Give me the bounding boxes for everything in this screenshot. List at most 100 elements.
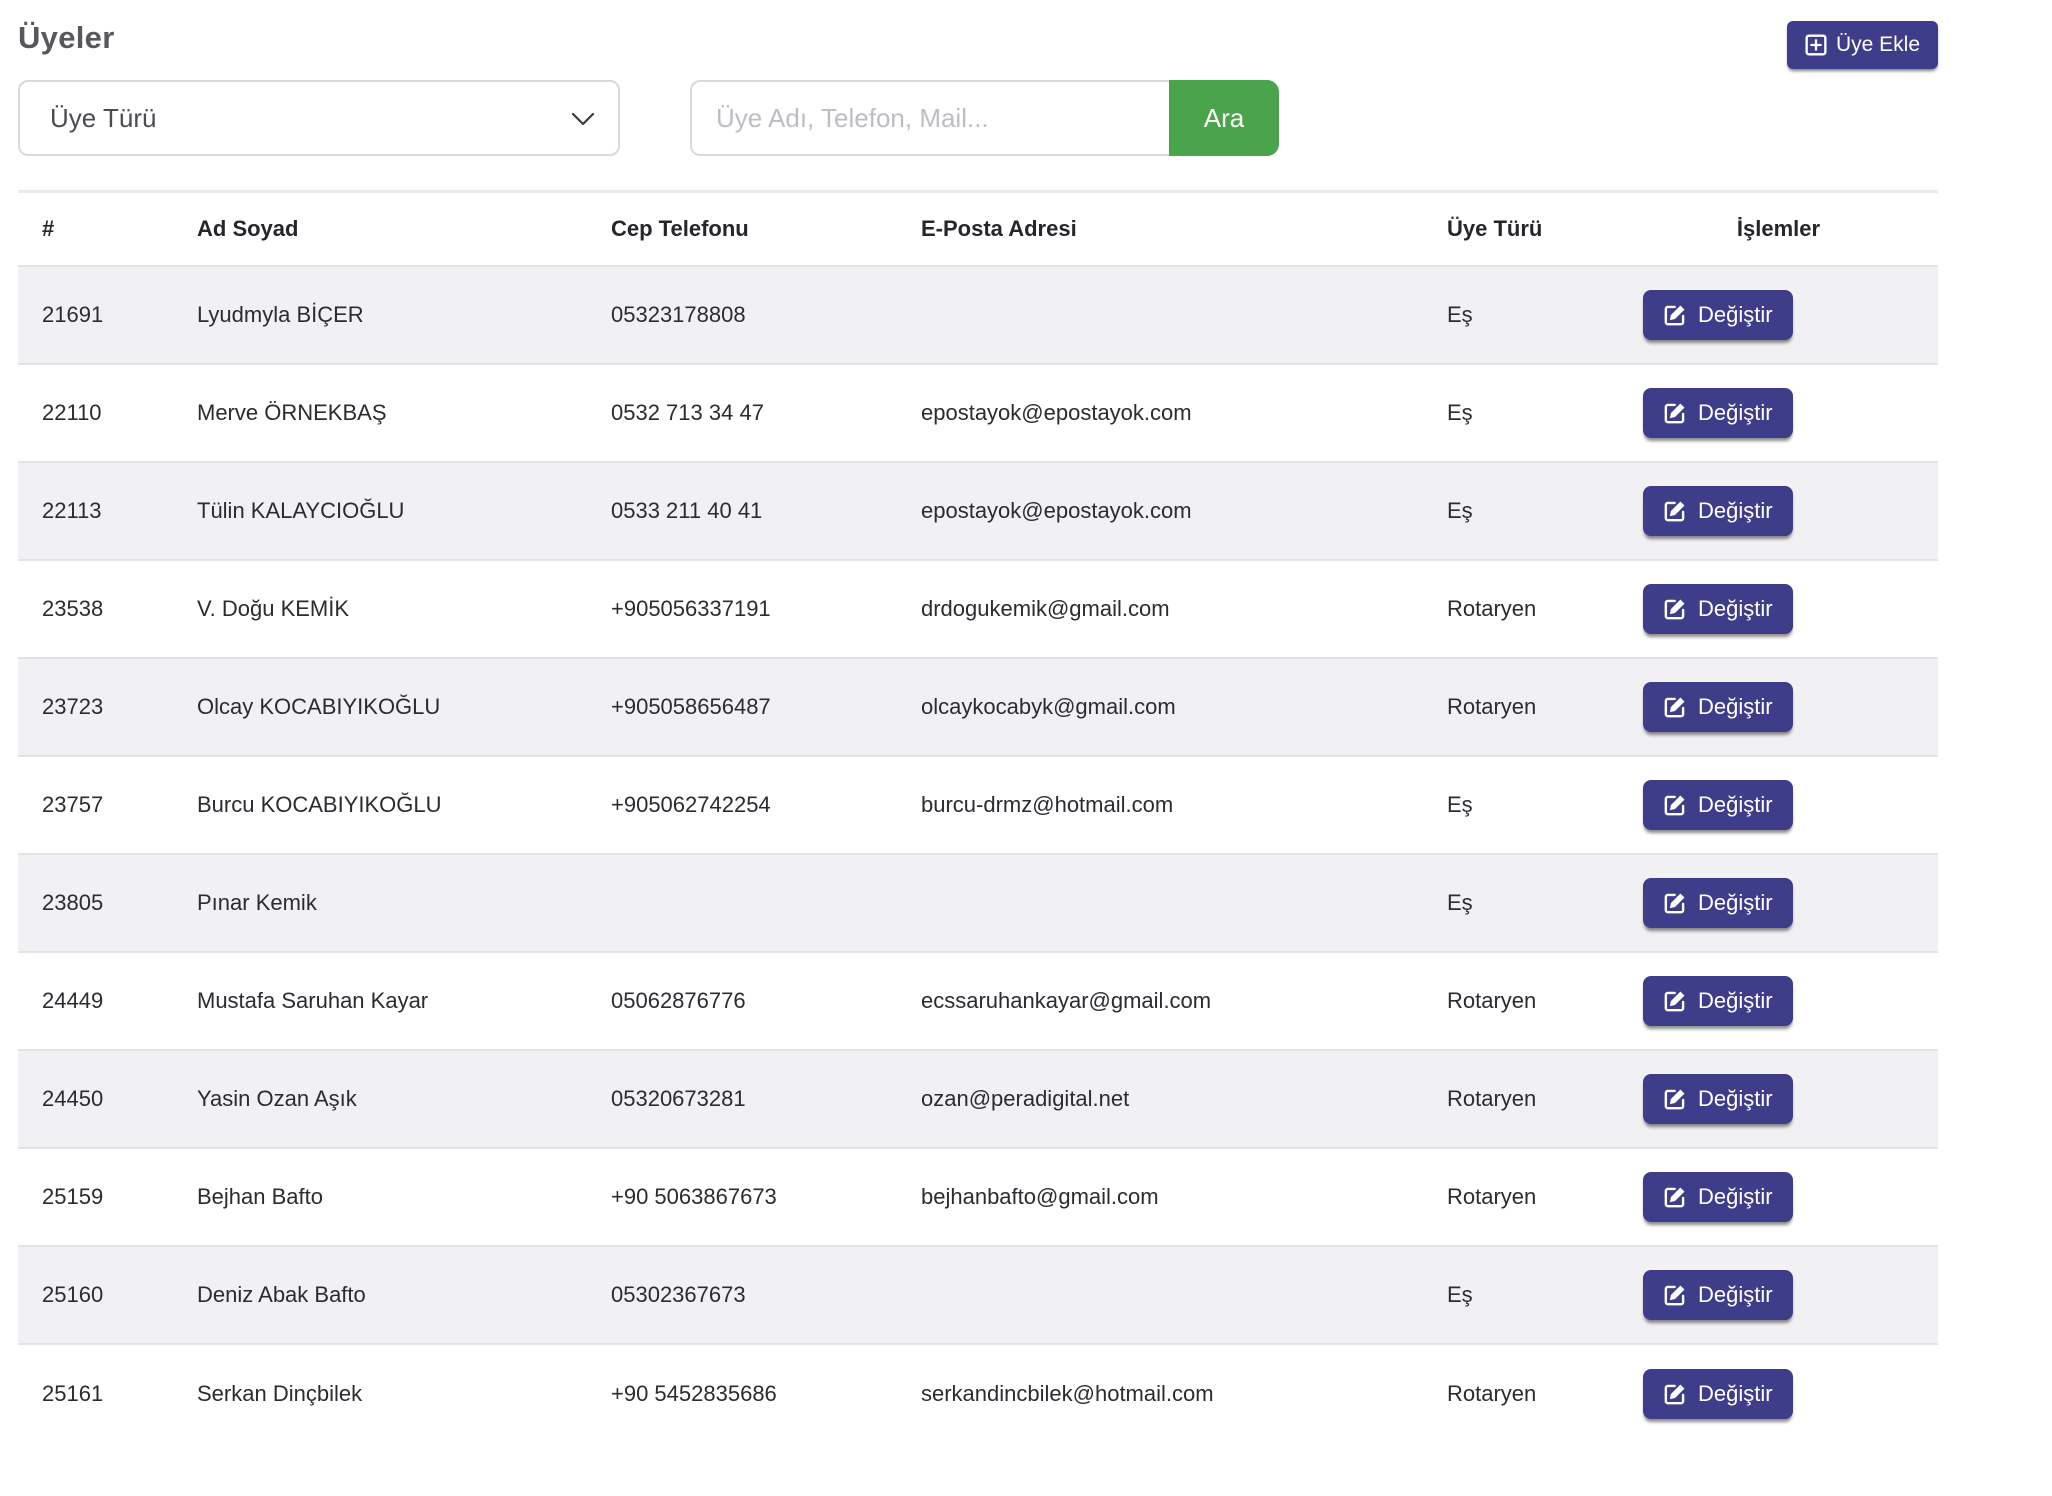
edit-member-button[interactable]: Değiştir [1643, 584, 1793, 634]
member-type-select[interactable]: Üye Türü [18, 80, 620, 156]
edit-button-label: Değiştir [1698, 1282, 1773, 1307]
member-email-cell [897, 854, 1423, 952]
member-name-cell: Tülin KALAYCIOĞLU [197, 498, 405, 523]
edit-button-label: Değiştir [1698, 1380, 1773, 1406]
member-phone-cell: +905056337191 [611, 596, 771, 621]
member-id-cell: 25160 [42, 1282, 104, 1307]
member-id-cell: 25161 [42, 1380, 104, 1406]
member-name-cell: Merve ÖRNEKBAŞ [197, 400, 387, 425]
member-id-cell: 22113 [42, 498, 102, 523]
member-id-cell: 24450 [42, 1086, 104, 1111]
member-actions-cell: Değiştir [1619, 266, 1938, 364]
member-actions-cell: Değiştir [1619, 658, 1938, 756]
member-actions-cell: Değiştir [1619, 756, 1938, 854]
member-phone-cell: 05320673281 [611, 1086, 746, 1111]
member-type-cell: Eş [1447, 890, 1473, 915]
member-phone-cell: 05323178808 [611, 302, 746, 327]
member-type-cell: Eş [1447, 1282, 1473, 1307]
edit-button-label: Değiştir [1698, 498, 1773, 523]
member-phone-cell: 05062876776 [611, 988, 746, 1013]
member-name-cell: Yasin Ozan Aşık [197, 1086, 357, 1111]
member-phone-cell [587, 854, 897, 952]
member-phone-cell: +905058656487 [611, 694, 771, 719]
member-actions-cell: Değiştir [1619, 952, 1938, 1050]
edit-member-button[interactable]: Değiştir [1643, 1368, 1793, 1419]
edit-button-label: Değiştir [1698, 400, 1773, 425]
member-actions-cell: Değiştir [1619, 560, 1938, 658]
page-title: Üyeler [18, 20, 115, 55]
member-email-cell: ecssaruhankayar@gmail.com [921, 988, 1212, 1013]
member-email-cell: drdogukemik@gmail.com [921, 596, 1170, 621]
member-id-cell: 23805 [42, 890, 104, 915]
filter-bar: Üye Türü Ara [18, 80, 1938, 156]
member-id-cell: 22110 [42, 400, 102, 425]
member-type-cell: Eş [1447, 792, 1473, 817]
edit-icon [1663, 1283, 1687, 1307]
search-input[interactable] [690, 80, 1169, 156]
member-id-cell: 24449 [42, 988, 104, 1013]
edit-button-label: Değiştir [1698, 596, 1773, 621]
member-type-cell: Rotaryen [1447, 1184, 1537, 1209]
member-email-cell [897, 266, 1423, 364]
table-row: 22113 Tülin KALAYCIOĞLU 0533 211 40 41 e… [18, 462, 1938, 560]
edit-member-button[interactable]: Değiştir [1643, 682, 1793, 732]
search-group: Ara [690, 80, 1279, 156]
member-id-cell: 23538 [42, 596, 104, 621]
member-id-cell: 25159 [42, 1184, 104, 1209]
table-row: 23757 Burcu KOCABIYIKOĞLU +905062742254 … [18, 756, 1938, 854]
edit-member-button[interactable]: Değiştir [1643, 486, 1793, 536]
member-type-cell: Rotaryen [1447, 988, 1537, 1013]
edit-icon [1663, 1185, 1687, 1209]
member-phone-cell: +905062742254 [611, 792, 771, 817]
edit-member-button[interactable]: Değiştir [1643, 1074, 1793, 1124]
edit-icon [1663, 793, 1687, 817]
member-name-cell: Serkan Dinçbilek [197, 1380, 363, 1406]
header-phone: Cep Telefonu [611, 216, 749, 241]
members-table: # Ad Soyad Cep Telefonu E-Posta Adresi Ü… [18, 190, 1938, 1442]
member-phone-cell: 05302367673 [611, 1282, 746, 1307]
edit-button-label: Değiştir [1698, 694, 1773, 719]
member-type-select-value: Üye Türü [50, 102, 157, 133]
table-row: 22110 Merve ÖRNEKBAŞ 0532 713 34 47 epos… [18, 364, 1938, 462]
edit-member-button[interactable]: Değiştir [1643, 780, 1793, 830]
table-row: 24450 Yasin Ozan Aşık 05320673281 ozan@p… [18, 1050, 1938, 1148]
member-type-cell: Rotaryen [1447, 596, 1537, 621]
member-email-cell: olcaykocabyk@gmail.com [921, 694, 1176, 719]
edit-button-label: Değiştir [1698, 988, 1773, 1013]
table-row: 23805 Pınar Kemik Eş Değiştir [18, 854, 1938, 952]
member-phone-cell: +90 5452835686 [611, 1380, 777, 1406]
table-row: 25160 Deniz Abak Bafto 05302367673 Eş De… [18, 1246, 1938, 1344]
table-row: 21691 Lyudmyla BİÇER 05323178808 Eş Deği… [18, 266, 1938, 364]
table-row: 25159 Bejhan Bafto +90 5063867673 bejhan… [18, 1148, 1938, 1246]
table-row: 25161 Serkan Dinçbilek +90 5452835686 se… [18, 1344, 1938, 1442]
search-button[interactable]: Ara [1169, 80, 1279, 156]
table-header: # Ad Soyad Cep Telefonu E-Posta Adresi Ü… [18, 192, 1938, 267]
edit-member-button[interactable]: Değiştir [1643, 976, 1793, 1026]
members-page: Üyeler Üye Ekle Üye Türü Ara [18, 20, 1938, 1442]
member-actions-cell: Değiştir [1619, 462, 1938, 560]
member-email-cell: epostayok@epostayok.com [921, 400, 1192, 425]
edit-member-button[interactable]: Değiştir [1643, 388, 1793, 438]
edit-member-button[interactable]: Değiştir [1643, 878, 1793, 928]
member-type-cell: Rotaryen [1447, 694, 1537, 719]
member-type-cell: Rotaryen [1447, 1086, 1537, 1111]
edit-button-label: Değiştir [1698, 1086, 1773, 1111]
edit-icon [1663, 989, 1687, 1013]
member-email-cell: ozan@peradigital.net [921, 1086, 1130, 1111]
edit-member-button[interactable]: Değiştir [1643, 1172, 1793, 1222]
table-row: 23723 Olcay KOCABIYIKOĞLU +905058656487 … [18, 658, 1938, 756]
member-actions-cell: Değiştir [1619, 854, 1938, 952]
edit-member-button[interactable]: Değiştir [1643, 1270, 1793, 1320]
edit-button-label: Değiştir [1698, 890, 1773, 915]
member-name-cell: V. Doğu KEMİK [197, 596, 350, 621]
edit-icon [1663, 1087, 1687, 1111]
edit-member-button[interactable]: Değiştir [1643, 290, 1793, 340]
member-actions-cell: Değiştir [1619, 1050, 1938, 1148]
edit-icon [1663, 499, 1687, 523]
member-name-cell: Lyudmyla BİÇER [197, 302, 364, 327]
member-phone-cell: 0533 211 40 41 [611, 498, 763, 523]
table-row: 24449 Mustafa Saruhan Kayar 05062876776 … [18, 952, 1938, 1050]
header-name: Ad Soyad [197, 216, 299, 241]
member-name-cell: Deniz Abak Bafto [197, 1282, 366, 1307]
add-member-button[interactable]: Üye Ekle [1786, 21, 1938, 69]
